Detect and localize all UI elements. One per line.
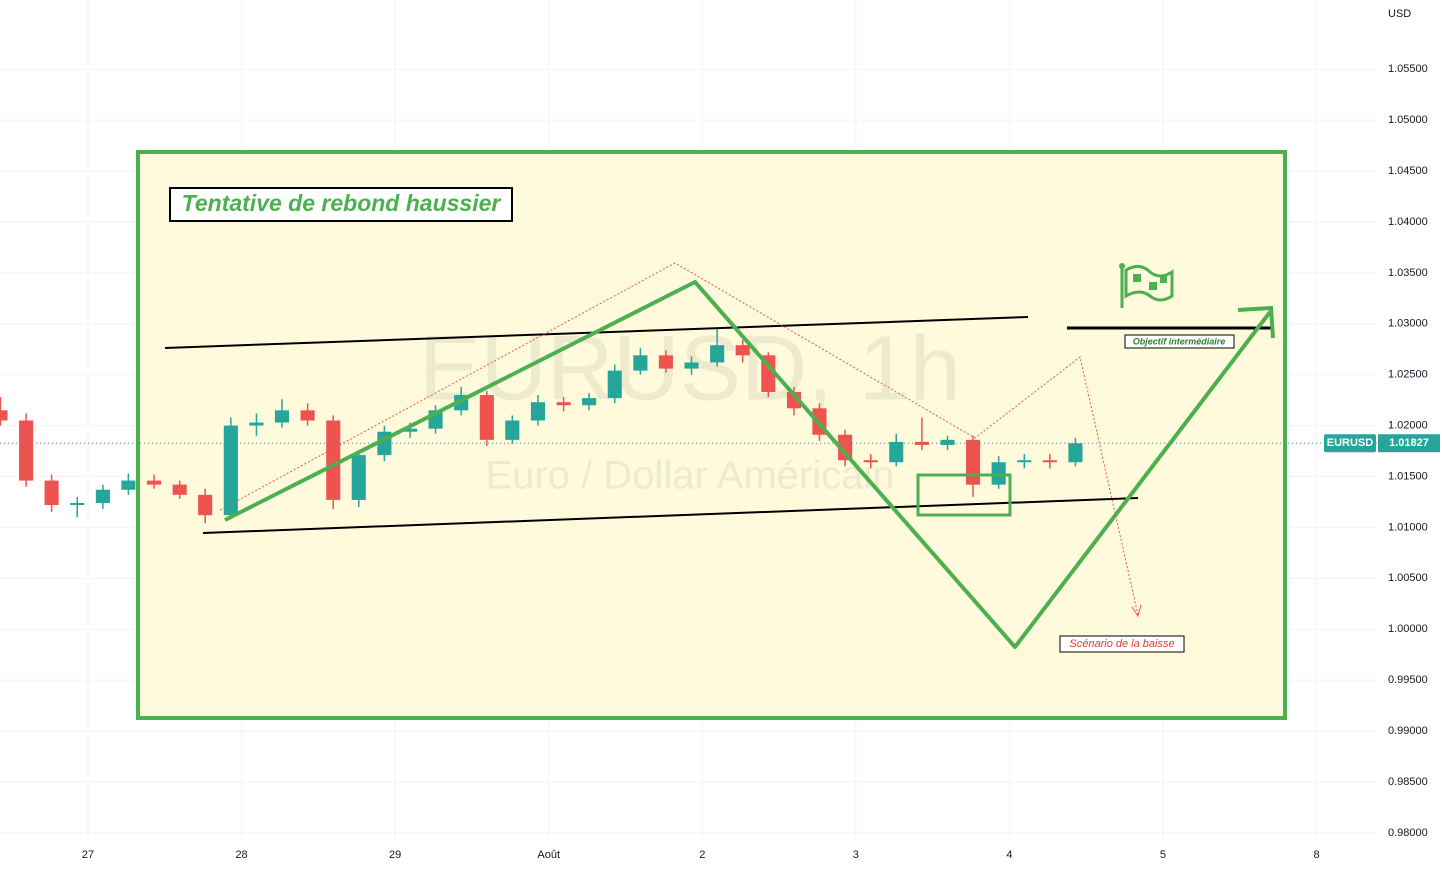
symbol-tag: EURUSD bbox=[1327, 437, 1374, 449]
candle-body bbox=[198, 494, 213, 516]
candle-body bbox=[838, 434, 853, 461]
axes: 0.98000 0.98500 0.99000 0.99500 1.00000 1.005… bbox=[82, 63, 1440, 861]
y-tick-label: 1.04500 bbox=[1388, 165, 1428, 177]
candle-body bbox=[556, 402, 571, 406]
y-tick-label: 1.01000 bbox=[1388, 521, 1428, 533]
y-tick-label: 1.05000 bbox=[1388, 114, 1428, 126]
candle-body bbox=[940, 439, 955, 445]
y-tick-label: 1.01500 bbox=[1388, 470, 1428, 482]
candle-body bbox=[735, 345, 750, 356]
candle-body bbox=[95, 489, 110, 503]
candle-body bbox=[991, 462, 1006, 485]
y-tick-label: 0.98500 bbox=[1388, 776, 1428, 788]
candles bbox=[0, 328, 1378, 524]
candle-body bbox=[582, 398, 597, 406]
y-tick-label: 1.02000 bbox=[1388, 420, 1428, 432]
candle-body bbox=[249, 422, 264, 426]
candle-body bbox=[479, 395, 494, 440]
candle-body bbox=[70, 502, 85, 506]
candle-body bbox=[658, 355, 673, 369]
highlight-zone bbox=[136, 150, 1287, 720]
candle-body bbox=[402, 428, 418, 432]
y-tick-label: 1.04000 bbox=[1388, 216, 1428, 228]
x-tick-label: 3 bbox=[853, 849, 859, 861]
y-tick-label: 1.03500 bbox=[1388, 267, 1428, 279]
annotation-box bbox=[1059, 635, 1185, 653]
candle-body bbox=[121, 480, 136, 490]
candle-body bbox=[326, 420, 341, 500]
x-tick-label: 5 bbox=[1160, 849, 1166, 861]
candle-body bbox=[530, 402, 546, 421]
watermark-subtitle: Euro / Dollar Américain bbox=[485, 454, 894, 498]
y-tick-label: 1.00000 bbox=[1388, 623, 1428, 635]
candle-body bbox=[1017, 460, 1032, 463]
candle-body bbox=[633, 355, 648, 371]
x-tick-label: 29 bbox=[389, 849, 401, 861]
last-price-tag-bg bbox=[1378, 434, 1440, 453]
bullish-arrow bbox=[1237, 305, 1275, 339]
candle-body bbox=[607, 370, 622, 399]
annotation: Scénario de la baisse bbox=[1069, 638, 1174, 650]
axis-unit: USD bbox=[1388, 8, 1411, 20]
bullish-path bbox=[224, 280, 1272, 649]
annotation-box bbox=[1124, 334, 1235, 349]
y-tick-label: 0.99500 bbox=[1388, 674, 1428, 686]
annotation: Tentative de rebond haussier bbox=[182, 190, 502, 216]
y-tick-label: 1.05500 bbox=[1388, 63, 1428, 75]
candle-body bbox=[172, 484, 187, 495]
y-tick-label: 1.02500 bbox=[1388, 369, 1428, 381]
x-tick-label: 8 bbox=[1314, 849, 1320, 861]
candle-body bbox=[146, 480, 162, 485]
x-tick-label: 27 bbox=[82, 849, 94, 861]
candle-body bbox=[0, 410, 8, 421]
candle-body bbox=[505, 420, 520, 440]
x-tick-label: 4 bbox=[1006, 849, 1012, 861]
y-tick-label: 0.98000 bbox=[1388, 827, 1428, 839]
candle-body bbox=[889, 441, 904, 463]
x-tick-label: Août bbox=[537, 849, 560, 861]
candle-body bbox=[965, 439, 981, 485]
candle-body bbox=[914, 441, 929, 445]
candle-body bbox=[300, 410, 315, 421]
y-tick-label: 1.00500 bbox=[1388, 572, 1428, 584]
x-tick-label: 28 bbox=[235, 849, 247, 861]
candle-body bbox=[274, 410, 290, 423]
candle-body bbox=[1068, 443, 1083, 463]
annotation: Objectif intermédiaire bbox=[1133, 336, 1226, 346]
candle-body bbox=[223, 425, 238, 516]
y-tick-label: 0.99000 bbox=[1388, 725, 1428, 737]
candle-body bbox=[684, 362, 699, 369]
x-tick-label: 2 bbox=[699, 849, 705, 861]
candle-body bbox=[19, 420, 34, 481]
bearish-arrow bbox=[1131, 604, 1142, 618]
bearish-path bbox=[219, 262, 1139, 616]
annotation-box bbox=[169, 187, 513, 222]
support-line bbox=[202, 497, 1139, 534]
zone-box bbox=[916, 473, 1012, 517]
flag-icon bbox=[1119, 263, 1174, 308]
candle-body bbox=[351, 455, 366, 500]
symbol-tag-bg bbox=[1324, 434, 1376, 453]
candle-body bbox=[1042, 460, 1057, 463]
y-tick-label: 1.03000 bbox=[1388, 318, 1428, 330]
candle-body bbox=[44, 480, 59, 506]
candle-body bbox=[863, 460, 878, 463]
last-price-label: 1.01827 bbox=[1389, 437, 1429, 449]
candle-body bbox=[710, 345, 725, 363]
